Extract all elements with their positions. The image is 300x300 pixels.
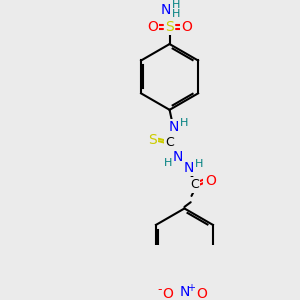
Text: H: H xyxy=(172,0,180,10)
Text: S: S xyxy=(148,134,157,147)
Text: N: N xyxy=(183,161,194,175)
Text: O: O xyxy=(162,287,173,300)
Text: N: N xyxy=(160,3,171,16)
Text: H: H xyxy=(195,159,203,169)
Text: N: N xyxy=(172,150,183,164)
Text: O: O xyxy=(196,287,207,300)
Text: S: S xyxy=(165,20,174,34)
Text: C: C xyxy=(190,178,199,191)
Text: O: O xyxy=(147,20,158,34)
Text: H: H xyxy=(172,9,180,19)
Text: C: C xyxy=(165,136,174,149)
Text: H: H xyxy=(164,158,172,168)
Text: +: + xyxy=(187,283,195,292)
Text: O: O xyxy=(182,20,192,34)
Text: N: N xyxy=(179,285,190,299)
Text: H: H xyxy=(180,118,189,128)
Text: -: - xyxy=(157,283,162,296)
Text: N: N xyxy=(168,120,179,134)
Text: O: O xyxy=(205,174,216,188)
